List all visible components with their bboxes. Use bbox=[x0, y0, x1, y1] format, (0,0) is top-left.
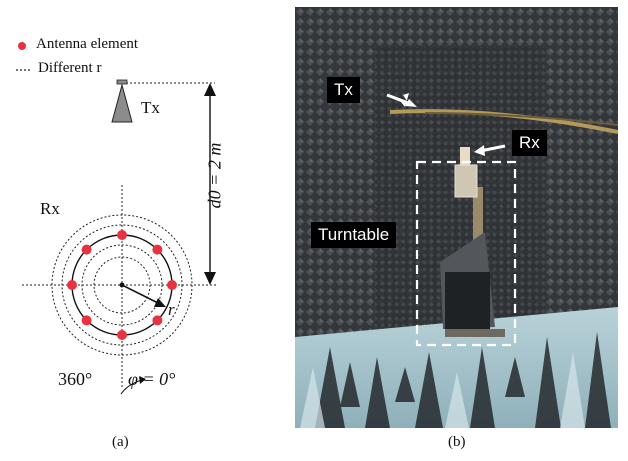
legend-element-dot bbox=[18, 42, 26, 50]
schematic-diagram bbox=[16, 42, 218, 395]
chamber-photo: Tx Rx Turntable bbox=[295, 7, 618, 428]
antenna-element bbox=[117, 330, 127, 340]
radius-circle-outer bbox=[51, 214, 193, 356]
antenna-element bbox=[152, 315, 163, 326]
chamber-illustration bbox=[295, 7, 618, 428]
antenna-elements bbox=[67, 230, 177, 340]
antenna-element bbox=[81, 315, 92, 326]
antenna-element bbox=[152, 244, 163, 255]
antenna-element bbox=[117, 230, 127, 240]
caption-b: (b) bbox=[448, 434, 466, 450]
antenna-element bbox=[81, 244, 92, 255]
legend-radius-label: Different r bbox=[38, 60, 102, 76]
caption-a: (a) bbox=[112, 434, 129, 450]
legend-element-label: Antenna element bbox=[36, 36, 139, 52]
photo-rx-tag: Rx bbox=[512, 130, 547, 156]
rx-antenna-icon bbox=[454, 164, 478, 198]
photo-turntable-tag: Turntable bbox=[311, 222, 397, 248]
angle-zero-label: φ = 0° bbox=[128, 369, 176, 389]
turntable-frame bbox=[415, 160, 517, 347]
angle-start-label: 360° bbox=[58, 369, 93, 389]
tx-antenna-icon bbox=[111, 83, 133, 123]
rx-label: Rx bbox=[40, 199, 60, 218]
photo-tx-tag: Tx bbox=[327, 77, 360, 103]
tx-label: Tx bbox=[141, 98, 160, 117]
rx-mast bbox=[473, 187, 483, 247]
radius-symbol: r bbox=[168, 300, 175, 319]
antenna-element bbox=[67, 280, 77, 290]
distance-label: d0 = 2 m bbox=[204, 142, 225, 209]
antenna-element bbox=[167, 280, 177, 290]
radius-arrow bbox=[121, 284, 161, 305]
